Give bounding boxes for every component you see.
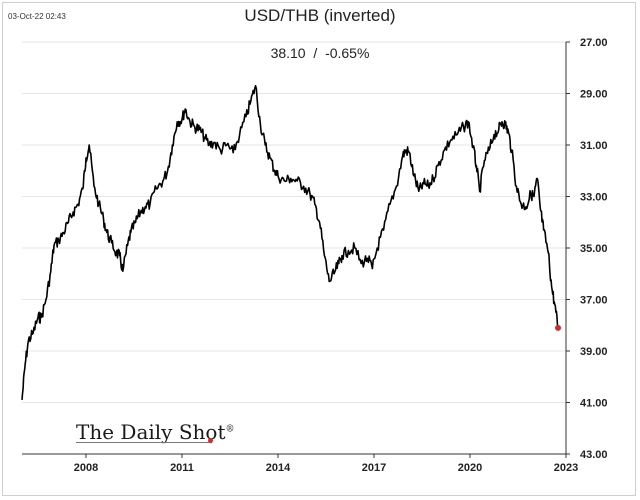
registered-mark: ® xyxy=(225,424,235,435)
logo-underline xyxy=(76,442,212,443)
chart-frame xyxy=(2,2,636,496)
y-tick-label: 39.00 xyxy=(580,346,608,358)
y-tick-label: 35.00 xyxy=(580,243,608,255)
y-tick-label: 29.00 xyxy=(580,89,608,101)
x-tick-label: 2008 xyxy=(74,462,98,474)
last-value-marker xyxy=(555,324,561,331)
value-readout: 38.10 / -0.65% xyxy=(0,45,640,61)
x-tick-label: 2023 xyxy=(554,462,578,474)
timestamp: 03-Oct-22 02:43 xyxy=(8,12,66,21)
y-tick-label: 31.00 xyxy=(580,140,608,152)
percent-change: -0.65% xyxy=(325,45,370,61)
y-tick-label: 41.00 xyxy=(580,398,608,410)
x-tick-label: 2020 xyxy=(458,462,482,474)
y-tick-label: 37.00 xyxy=(580,295,608,307)
x-tick-label: 2014 xyxy=(266,462,291,474)
x-axis-ticks: 2008 2011 2014 2017 2020 2023 xyxy=(74,454,578,474)
y-tick-label: 43.00 xyxy=(580,449,608,461)
series-line-usd-thb xyxy=(21,85,559,400)
chart-title: USD/THB (inverted) xyxy=(244,6,396,25)
logo-text: The Daily Shot xyxy=(76,420,226,444)
daily-shot-logo: The Daily Shot® xyxy=(76,420,234,444)
y-tick-label: 33.00 xyxy=(580,192,608,204)
logo-dot xyxy=(208,438,213,443)
series-group xyxy=(21,85,561,400)
grid-lines xyxy=(22,41,566,455)
y-tick-label: 27.00 xyxy=(580,37,608,49)
y-axis-ticks: 27.00 29.00 31.00 33.00 35.00 37.00 39.00 41.00… xyxy=(566,37,608,461)
current-value: 38.10 xyxy=(270,45,306,61)
x-tick-label: 2017 xyxy=(362,462,386,474)
x-tick-label: 2011 xyxy=(170,462,194,474)
readout-separator: / xyxy=(313,45,318,61)
